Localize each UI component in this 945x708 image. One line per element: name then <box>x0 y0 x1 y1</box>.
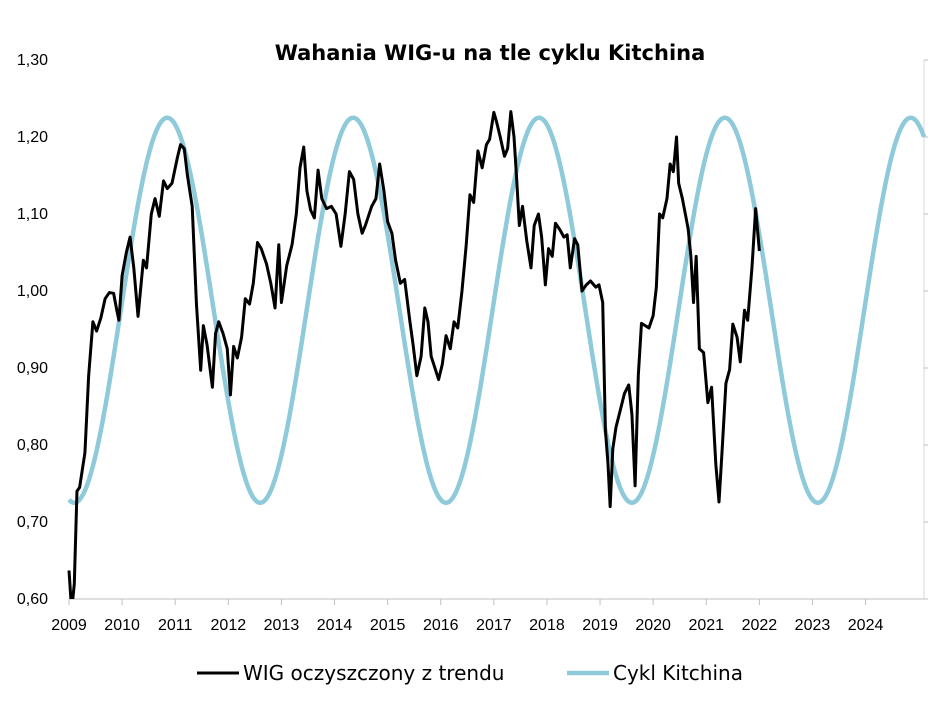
legend: WIG oczyszczony z trendu Cykl Kitchina <box>197 661 743 685</box>
x-tick-label: 2015 <box>370 617 406 634</box>
series-line-kitchin-cycle <box>67 115 926 505</box>
x-tick-label: 2018 <box>529 617 565 634</box>
x-tick-label: 2011 <box>158 617 193 634</box>
axes: 0,60 0,70 0,80 0,90 1,00 1,10 1,20 1,30 2009 2010… <box>17 52 928 634</box>
y-tick-label: 0,70 <box>17 514 48 531</box>
legend-item-wig-detrended: WIG oczyszczony z trendu <box>197 661 504 685</box>
x-tick-label: 2017 <box>476 617 512 634</box>
x-tick-label: 2012 <box>211 617 247 634</box>
y-tick-label: 0,60 <box>17 591 48 608</box>
x-tick-label: 2010 <box>104 617 140 634</box>
legend-label: Cykl Kitchina <box>613 661 743 685</box>
y-tick-label: 1,00 <box>17 283 48 300</box>
x-tick-label: 2020 <box>635 617 671 634</box>
y-tick-label: 0,80 <box>17 437 48 454</box>
x-tick-label: 2019 <box>582 617 618 634</box>
legend-label: WIG oczyszczony z trendu <box>243 661 504 685</box>
y-tick-label: 1,10 <box>17 206 48 223</box>
x-tick-label: 2021 <box>688 617 724 634</box>
chart-title: Wahania WIG-u na tle cyklu Kitchina <box>275 41 706 65</box>
y-tick-label: 1,30 <box>17 52 48 69</box>
series-line-wig-detrended <box>67 110 761 599</box>
legend-item-kitchin-cycle: Cykl Kitchina <box>567 661 743 685</box>
x-tick-label: 2016 <box>423 617 459 634</box>
x-tick-label: 2024 <box>848 617 884 634</box>
x-tick-label: 2022 <box>742 617 778 634</box>
x-tick-label: 2009 <box>51 617 87 634</box>
y-tick-label: 0,90 <box>17 360 48 377</box>
series-layer <box>67 110 926 599</box>
x-tick-label: 2014 <box>317 617 353 634</box>
x-tick-label: 2013 <box>264 617 300 634</box>
y-tick-label: 1,20 <box>17 129 48 146</box>
x-tick-label: 2023 <box>795 617 831 634</box>
